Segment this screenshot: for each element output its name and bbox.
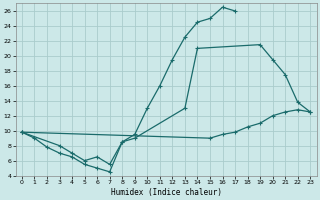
X-axis label: Humidex (Indice chaleur): Humidex (Indice chaleur) <box>111 188 221 197</box>
